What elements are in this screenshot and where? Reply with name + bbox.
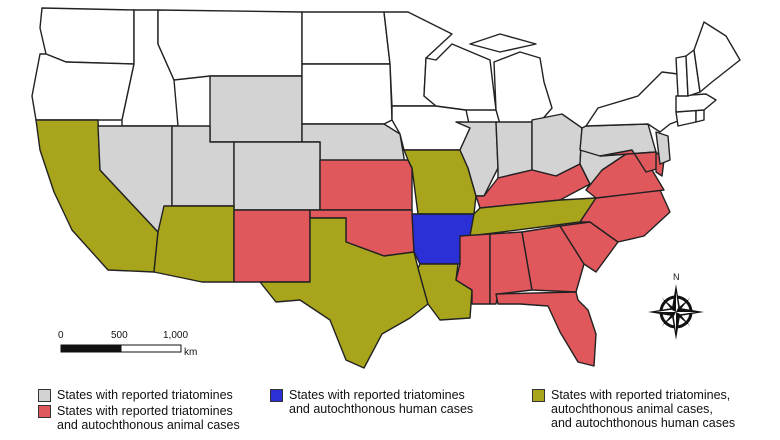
state-fl	[495, 291, 597, 367]
legend-swatch-grey	[38, 389, 51, 402]
scale-bar-white-segment	[120, 344, 182, 353]
scale-tick-1000: 1,000	[163, 330, 188, 341]
state-nd	[301, 11, 391, 65]
state-ny	[585, 71, 687, 133]
compass-rose-icon: N	[648, 272, 704, 340]
state-or	[31, 53, 135, 121]
state-wy	[209, 75, 303, 143]
legend-swatch-olive	[532, 389, 545, 402]
compass-north-label: N	[673, 272, 680, 282]
legend-swatch-red	[38, 405, 51, 418]
scale-bar: 0 500 1,000 km	[58, 330, 197, 358]
state-me	[693, 21, 741, 93]
legend: States with reported triatomines States …	[0, 384, 780, 440]
scale-bar-black-segment	[60, 344, 122, 353]
legend-label: States with reported triatomines, autoch…	[551, 388, 736, 430]
state-mt	[157, 9, 303, 81]
state-ga	[521, 225, 585, 293]
state-sd	[301, 63, 393, 125]
legend-label: States with reported triatomines and aut…	[289, 388, 474, 416]
legend-swatch-blue	[270, 389, 283, 402]
state-az	[153, 205, 235, 283]
legend-item-triatomines-human: States with reported triatomines and aut…	[270, 388, 473, 416]
scale-unit: km	[184, 347, 197, 358]
scale-tick-0: 0	[58, 330, 64, 341]
state-wi	[423, 43, 497, 111]
state-in	[495, 121, 533, 179]
us-choropleth-map: 0 500 1,000 km N	[31, 7, 741, 369]
state-nm	[233, 209, 311, 283]
state-wa	[39, 7, 135, 65]
legend-label: States with reported triatomines and aut…	[57, 404, 240, 432]
state-md	[599, 149, 661, 173]
state-nj	[655, 131, 671, 165]
scale-tick-500: 500	[111, 330, 128, 341]
state-pa	[579, 123, 657, 157]
legend-item-triatomines: States with reported triatomines	[38, 388, 233, 402]
state-la	[417, 263, 473, 321]
state-ma	[675, 93, 717, 113]
legend-label: States with reported triatomines	[57, 388, 233, 402]
state-tx	[259, 217, 429, 369]
state-ks	[319, 159, 413, 211]
state-mi	[469, 33, 553, 125]
state-ri	[695, 109, 705, 123]
legend-item-triatomines-animal: States with reported triatomines and aut…	[38, 404, 240, 432]
state-co	[233, 141, 321, 211]
state-ia	[391, 105, 471, 151]
legend-item-triatomines-animal-human: States with reported triatomines, autoch…	[532, 388, 735, 430]
states-layer	[31, 7, 741, 369]
